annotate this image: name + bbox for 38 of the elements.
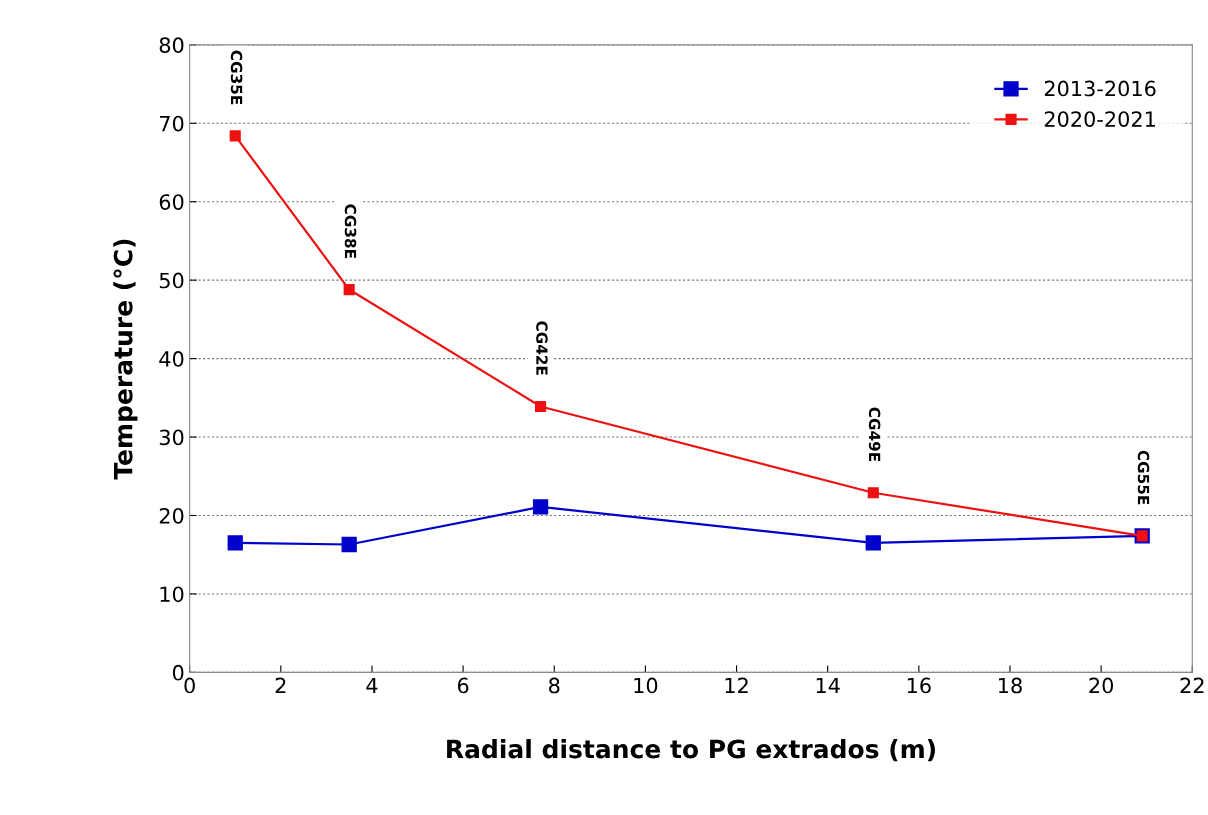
annotation: CG38E — [344, 204, 357, 258]
x-tick-label: 4 — [366, 677, 378, 694]
x-tick-label: 10 — [634, 677, 658, 694]
y-tick-label: 10 — [160, 586, 184, 603]
legend-label: 2020-2021 — [1044, 111, 1155, 127]
point — [229, 130, 241, 142]
annotation: CG42E — [536, 321, 548, 375]
y-tick-label: 40 — [159, 351, 184, 367]
x-tick-label: 16 — [907, 677, 931, 694]
annotation: CG55E — [1137, 450, 1150, 505]
y-tick-label: 80 — [159, 37, 184, 54]
x-tick-label: 6 — [457, 677, 469, 694]
x-axis-title: Radial distance to PG extrados (m) — [447, 739, 935, 762]
x-tick-label: 22 — [1180, 677, 1204, 694]
point — [865, 535, 881, 551]
x-tick-label: 12 — [725, 677, 748, 694]
y-tick-label: 60 — [159, 194, 184, 210]
x-tick-label: 14 — [816, 677, 840, 694]
x-tick-label: 0 — [184, 677, 195, 694]
y-tick-label: 70 — [159, 115, 184, 132]
x-tick-label: 8 — [549, 677, 560, 694]
y-tick-label: 50 — [159, 272, 184, 289]
y-tick-label: 0 — [172, 664, 184, 681]
point — [343, 284, 355, 296]
annotation: CG49E — [868, 407, 881, 462]
point — [867, 487, 879, 499]
x-tick-label: 18 — [999, 677, 1022, 694]
x-tick-label: 2 — [275, 677, 286, 694]
y-tick-label: 20 — [159, 507, 184, 524]
point — [341, 536, 357, 553]
annotation: CG35E — [230, 50, 243, 105]
point — [535, 400, 547, 413]
point — [227, 535, 243, 551]
y-axis-title: Temperature (°C) — [113, 239, 138, 480]
point — [532, 499, 549, 515]
legend-label: 2013-2016 — [1044, 80, 1156, 97]
x-tick-label: 20 — [1089, 677, 1114, 694]
y-tick-label: 30 — [159, 429, 184, 446]
